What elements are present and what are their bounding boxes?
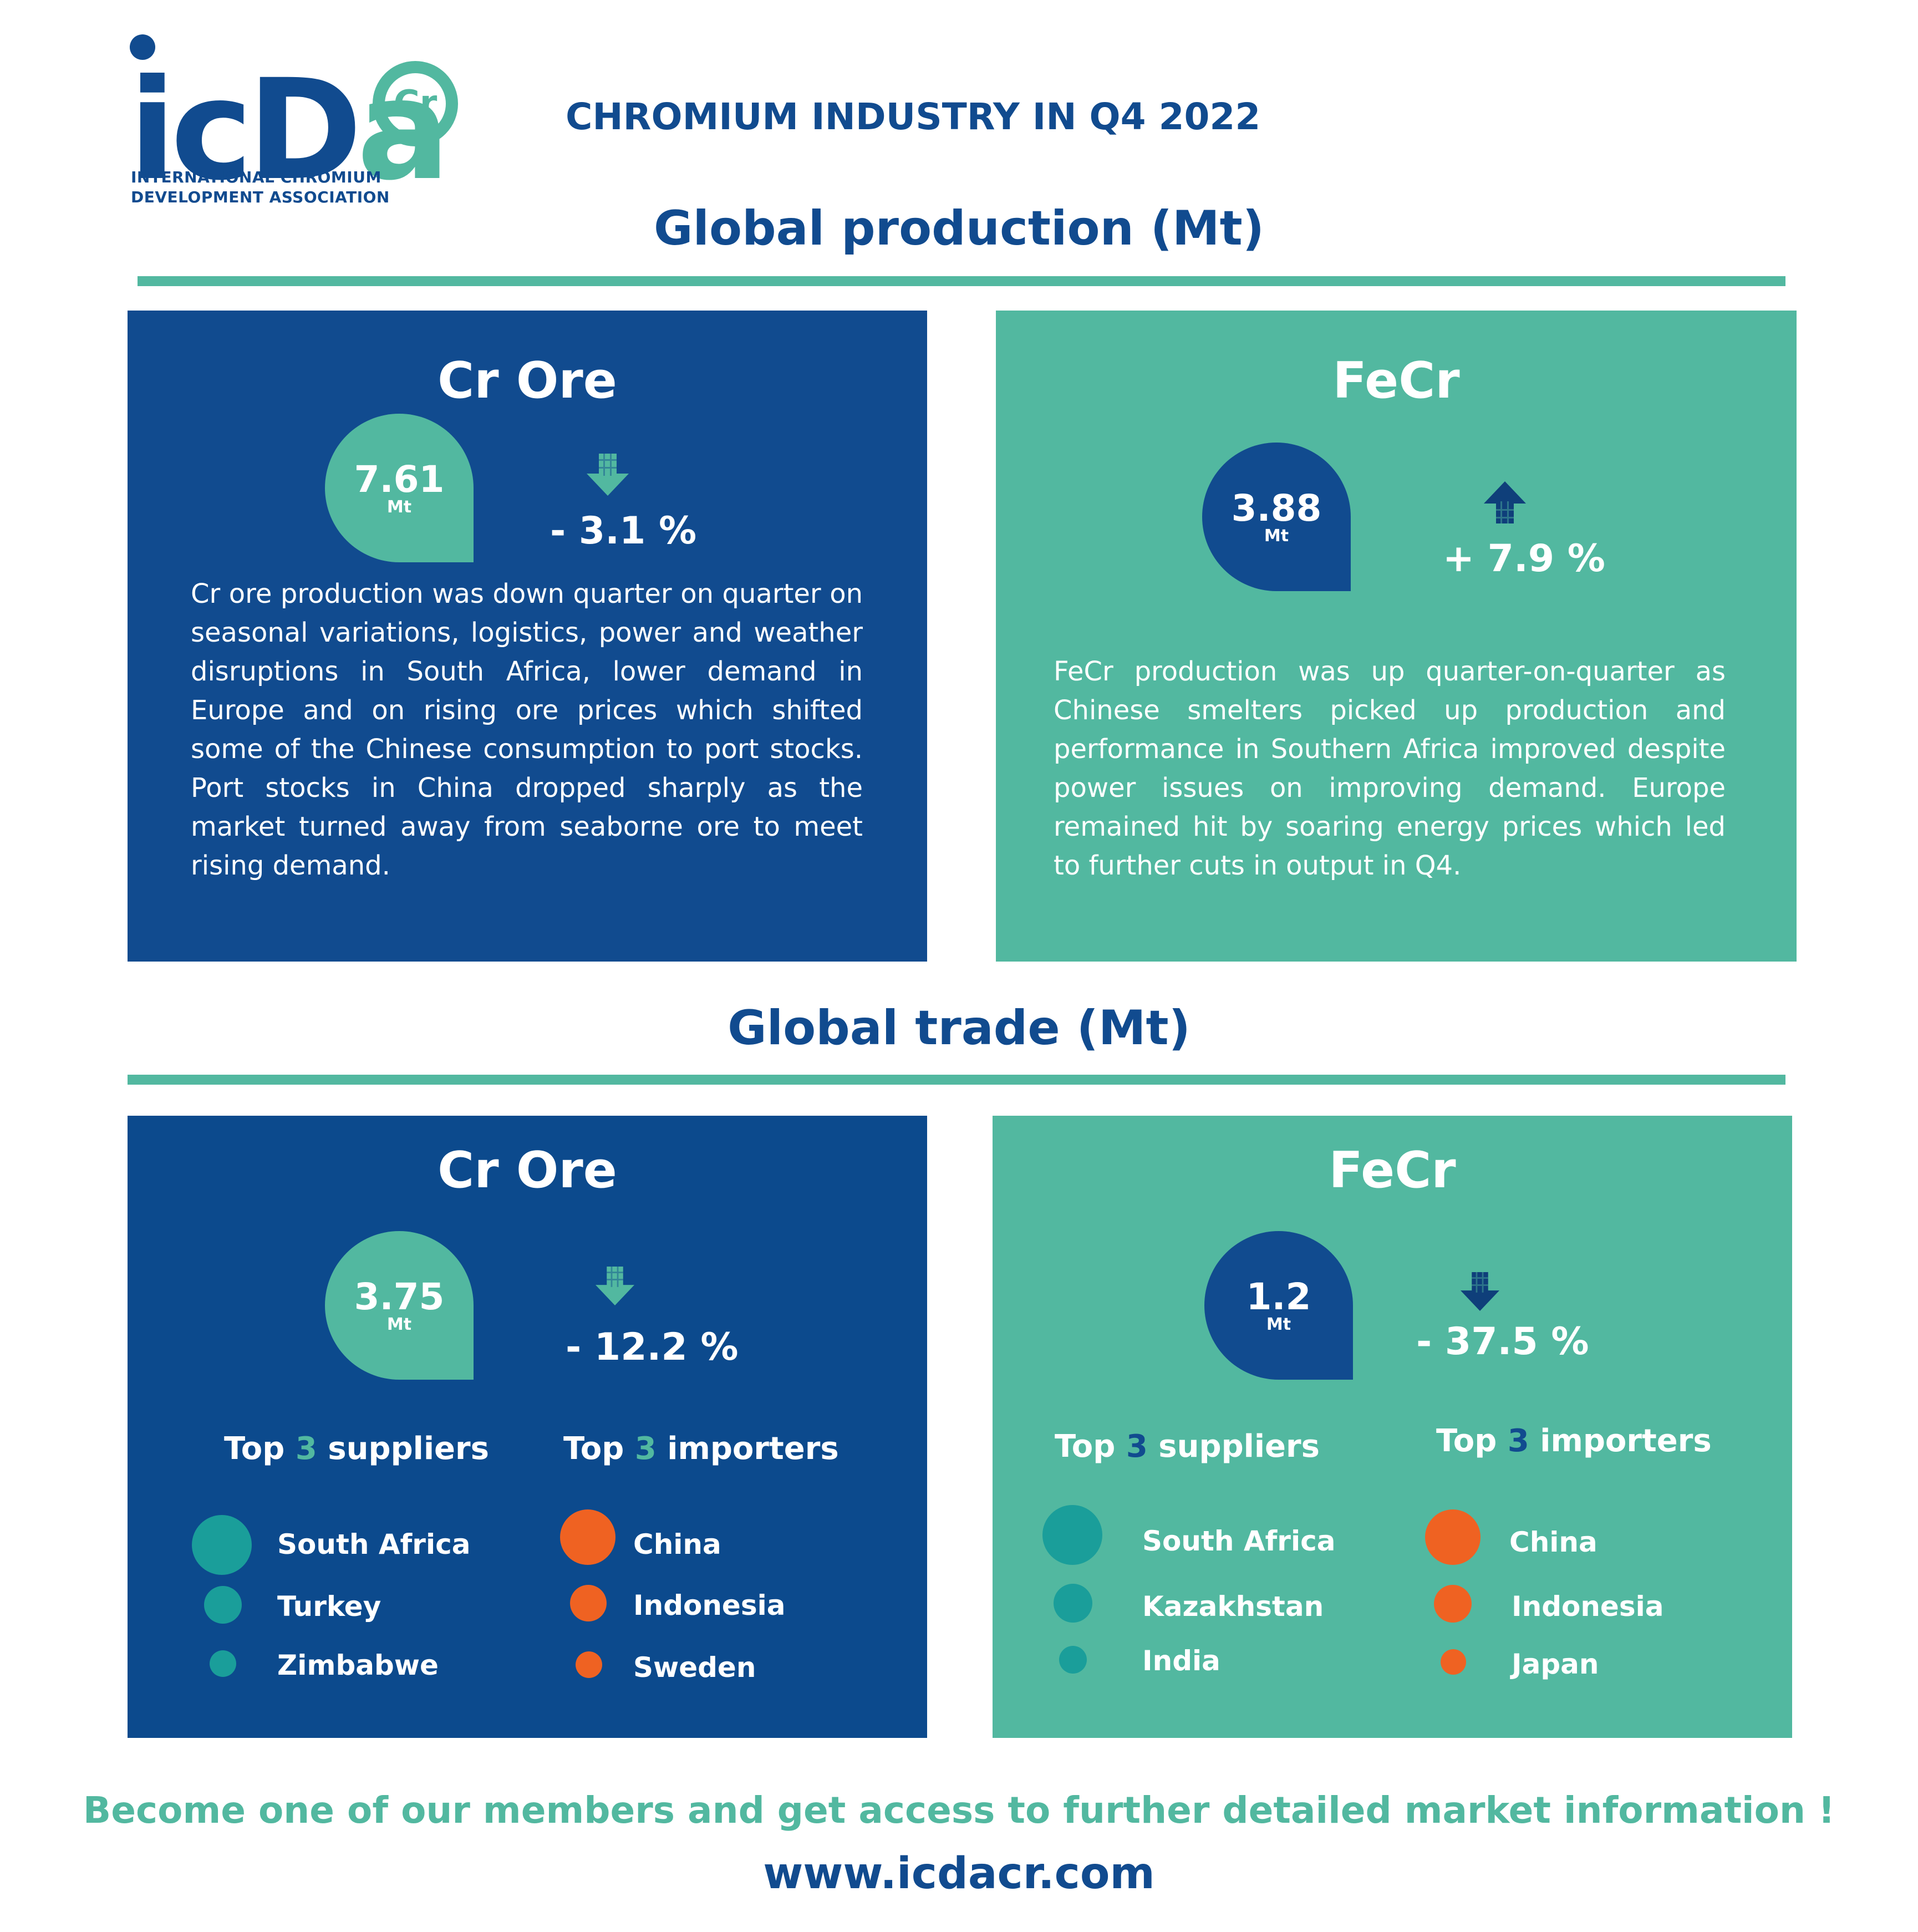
supplier-rank-2-marker	[204, 1586, 242, 1624]
importer-rank-3: Sweden	[633, 1651, 756, 1684]
supplier-rank-2: Kazakhstan	[1142, 1590, 1324, 1623]
trade-cr-ore-suppliers-heading: Top 3 suppliers	[224, 1431, 489, 1467]
importer-rank-1-marker	[1425, 1509, 1481, 1565]
trade-fecr-importers-heading: Top 3 importers	[1436, 1423, 1712, 1459]
logo-subtitle-line2: DEVELOPMENT ASSOCIATION	[131, 188, 390, 206]
arrow-up-icon	[1484, 481, 1526, 523]
supplier-rank-1: South Africa	[277, 1528, 471, 1560]
supplier-rank-3: Zimbabwe	[277, 1649, 439, 1681]
importers-heading-number: 3	[1507, 1423, 1529, 1459]
importers-heading-prefix: Top	[563, 1431, 635, 1467]
trade-fecr-value-bubble: 1.2 Mt	[1204, 1231, 1353, 1380]
production-cr-ore-unit: Mt	[386, 497, 412, 517]
page-title: CHROMIUM INDUSTRY IN Q4 2022	[566, 95, 1261, 138]
suppliers-heading-number: 3	[295, 1431, 317, 1467]
trade-fecr-title: FeCr	[1329, 1141, 1456, 1199]
production-fecr-value-bubble: 3.88 Mt	[1202, 443, 1351, 591]
importers-heading-suffix: importers	[656, 1431, 839, 1467]
production-cr-ore-value-bubble: 7.61 Mt	[325, 414, 474, 562]
logo-subtitle: INTERNATIONAL CHROMIUM DEVELOPMENT ASSOC…	[131, 167, 390, 207]
production-cr-ore-value: 7.61	[354, 458, 445, 501]
importer-rank-1-marker	[560, 1509, 615, 1565]
suppliers-heading-prefix: Top	[224, 1431, 296, 1467]
arrow-down-icon	[596, 1267, 634, 1305]
production-fecr-change: + 7.9 %	[1443, 537, 1605, 581]
trade-fecr-value: 1.2	[1246, 1275, 1311, 1318]
importers-heading-prefix: Top	[1436, 1423, 1508, 1459]
logo-cr-badge: Cr	[373, 61, 458, 146]
supplier-rank-2-marker	[1054, 1584, 1092, 1623]
membership-call-to-action: Become one of our members and get access…	[83, 1789, 1835, 1832]
trade-fecr-suppliers-heading: Top 3 suppliers	[1055, 1428, 1320, 1465]
production-fecr-title: FeCr	[1332, 352, 1460, 410]
production-cr-ore-change: - 3.1 %	[550, 509, 697, 553]
arrow-down-icon	[1461, 1272, 1499, 1311]
importer-rank-3: Japan	[1512, 1648, 1599, 1680]
arrow-down-icon	[587, 454, 629, 496]
production-fecr-text: FeCr production was up quarter-on-quarte…	[1054, 656, 1726, 881]
importer-rank-1: China	[633, 1528, 721, 1560]
importer-rank-3-marker	[1441, 1649, 1466, 1675]
trade-cr-ore-value-bubble: 3.75 Mt	[325, 1231, 474, 1380]
trade-cr-ore-importers-heading: Top 3 importers	[563, 1431, 839, 1467]
supplier-rank-2: Turkey	[277, 1590, 381, 1623]
supplier-rank-1-marker	[1042, 1505, 1102, 1565]
trade-cr-ore-unit: Mt	[386, 1315, 412, 1334]
production-divider	[138, 276, 1785, 286]
trade-cr-ore-panel: Cr Ore 3.75 Mt - 12.2 % Top 3 suppliers …	[128, 1116, 927, 1738]
trade-cr-ore-value: 3.75	[354, 1275, 445, 1318]
logo-cr-text: Cr	[393, 83, 437, 124]
trade-fecr-change: - 37.5 %	[1416, 1320, 1589, 1364]
trade-fecr-panel: FeCr 1.2 Mt - 37.5 % Top 3 suppliers Top…	[993, 1116, 1792, 1738]
supplier-rank-1: South Africa	[1142, 1525, 1336, 1557]
logo-subtitle-line1: INTERNATIONAL CHROMIUM	[131, 168, 381, 186]
production-fecr-value: 3.88	[1231, 487, 1322, 530]
trade-cr-ore-change: - 12.2 %	[566, 1325, 739, 1369]
production-cr-ore-panel: Cr Ore 7.61 Mt - 3.1 % Cr ore production…	[128, 311, 927, 962]
supplier-rank-3-marker	[210, 1650, 236, 1677]
logo-dot	[130, 34, 155, 60]
importer-rank-3-marker	[576, 1651, 602, 1678]
suppliers-heading-suffix: suppliers	[317, 1431, 489, 1467]
importer-rank-2-marker	[1434, 1585, 1472, 1623]
importer-rank-2: Indonesia	[633, 1589, 786, 1621]
importer-rank-1: China	[1509, 1526, 1598, 1558]
logo: icDa Cr INTERNATIONAL CHROMIUM DEVELOPME…	[129, 34, 461, 217]
suppliers-heading-number: 3	[1126, 1428, 1148, 1465]
supplier-rank-3: India	[1142, 1645, 1220, 1677]
importers-heading-suffix: importers	[1529, 1423, 1712, 1459]
production-section-title: Global production (Mt)	[653, 201, 1265, 256]
suppliers-heading-suffix: suppliers	[1147, 1428, 1320, 1465]
importer-rank-2-marker	[570, 1585, 607, 1621]
importers-heading-number: 3	[634, 1431, 657, 1467]
trade-fecr-unit: Mt	[1266, 1315, 1291, 1334]
suppliers-heading-prefix: Top	[1055, 1428, 1126, 1465]
trade-divider	[128, 1075, 1785, 1085]
production-fecr-unit: Mt	[1264, 526, 1289, 546]
production-cr-ore-text: Cr ore production was down quarter on qu…	[191, 578, 863, 881]
production-cr-ore-title: Cr Ore	[437, 352, 617, 410]
logo-wordmark-main: icD	[129, 49, 362, 211]
importer-rank-2: Indonesia	[1512, 1590, 1664, 1623]
website-link[interactable]: www.icdacr.com	[763, 1849, 1155, 1899]
trade-section-title: Global trade (Mt)	[727, 1000, 1191, 1056]
supplier-rank-3-marker	[1059, 1646, 1087, 1674]
trade-cr-ore-title: Cr Ore	[437, 1141, 617, 1199]
supplier-rank-1-marker	[192, 1515, 252, 1575]
production-fecr-panel: FeCr 3.88 Mt + 7.9 % FeCr production was…	[996, 311, 1797, 962]
